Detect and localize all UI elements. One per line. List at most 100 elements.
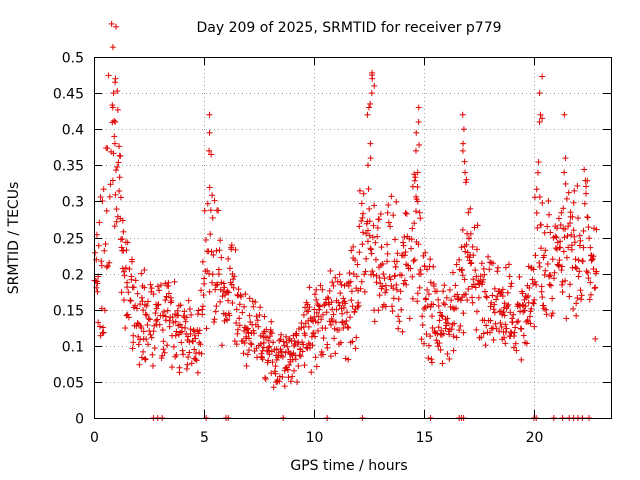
data-point: [437, 309, 444, 316]
data-point: [587, 244, 594, 251]
data-point: [354, 304, 361, 311]
data-point: [217, 237, 224, 244]
data-point: [265, 337, 272, 344]
data-point: [558, 267, 565, 274]
data-point: [113, 206, 120, 213]
x-tick-label: 20: [526, 430, 544, 446]
data-point: [395, 296, 402, 303]
data-point: [378, 244, 385, 251]
data-point: [185, 297, 192, 304]
data-point: [534, 169, 541, 176]
data-point: [140, 328, 147, 335]
data-point: [573, 312, 580, 319]
data-point: [328, 299, 335, 306]
data-point: [566, 281, 573, 288]
data-point: [459, 147, 466, 154]
data-point: [110, 150, 117, 157]
data-point: [192, 335, 199, 342]
data-point: [220, 280, 227, 287]
data-point: [586, 296, 593, 303]
data-point: [120, 228, 127, 235]
data-point: [372, 239, 379, 246]
data-point: [560, 205, 567, 212]
data-point: [209, 271, 216, 278]
data-point: [459, 272, 466, 279]
data-point: [284, 343, 291, 350]
data-point: [371, 82, 378, 89]
data-point: [425, 355, 432, 362]
data-point: [345, 282, 352, 289]
data-point: [380, 270, 387, 277]
data-point: [153, 317, 160, 324]
data-point: [246, 312, 253, 319]
data-point: [430, 282, 437, 289]
data-point: [473, 308, 480, 315]
data-point: [278, 348, 285, 355]
data-point: [462, 291, 469, 298]
data-point: [319, 286, 326, 293]
data-point: [387, 276, 394, 283]
data-point: [124, 279, 131, 286]
data-point: [575, 215, 581, 222]
data-point: [390, 212, 397, 219]
data-point: [268, 318, 275, 325]
data-point: [143, 336, 150, 343]
data-point: [236, 322, 243, 329]
data-point: [142, 356, 149, 363]
data-point: [449, 269, 456, 276]
data-point: [186, 306, 193, 313]
data-point: [161, 308, 168, 315]
data-point: [305, 323, 312, 330]
data-point: [409, 225, 416, 232]
data-point: [261, 313, 268, 320]
data-point: [114, 163, 121, 170]
data-point: [560, 248, 567, 255]
data-point: [481, 288, 488, 295]
data-point: [188, 311, 195, 318]
data-point: [230, 284, 237, 291]
data-point: [575, 273, 582, 280]
data-point: [467, 205, 474, 212]
data-point: [519, 301, 526, 308]
data-point: [181, 324, 188, 331]
data-point: [403, 210, 410, 217]
data-point: [565, 244, 572, 251]
data-point: [439, 313, 446, 320]
data-point: [306, 284, 313, 291]
data-point: [127, 297, 134, 304]
data-point: [451, 320, 458, 327]
data-point: [374, 233, 381, 240]
data-point: [301, 362, 308, 369]
data-point: [461, 158, 468, 165]
data-point: [180, 351, 187, 358]
data-point: [366, 205, 373, 212]
data-point: [581, 200, 588, 207]
data-point: [272, 363, 279, 370]
data-point: [206, 129, 213, 136]
data-point: [458, 244, 465, 251]
data-point: [247, 340, 254, 347]
data-point: [108, 20, 115, 27]
data-point: [289, 356, 296, 363]
data-point: [254, 317, 261, 324]
data-point: [166, 323, 173, 330]
data-point: [200, 292, 207, 299]
data-point: [221, 284, 228, 291]
data-point: [421, 340, 427, 347]
data-point: [531, 278, 538, 285]
data-point: [174, 307, 181, 314]
data-point: [464, 297, 471, 304]
data-point: [356, 187, 363, 194]
data-point: [302, 332, 309, 339]
data-point: [416, 284, 423, 291]
y-tick-label: 0.4: [62, 123, 84, 139]
data-point: [222, 291, 229, 298]
data-point: [433, 337, 440, 344]
data-point: [395, 313, 402, 320]
data-point: [530, 299, 537, 306]
data-point: [155, 301, 162, 308]
data-point: [584, 214, 591, 221]
data-point: [105, 72, 112, 79]
data-point: [140, 348, 147, 355]
data-point: [134, 320, 141, 327]
